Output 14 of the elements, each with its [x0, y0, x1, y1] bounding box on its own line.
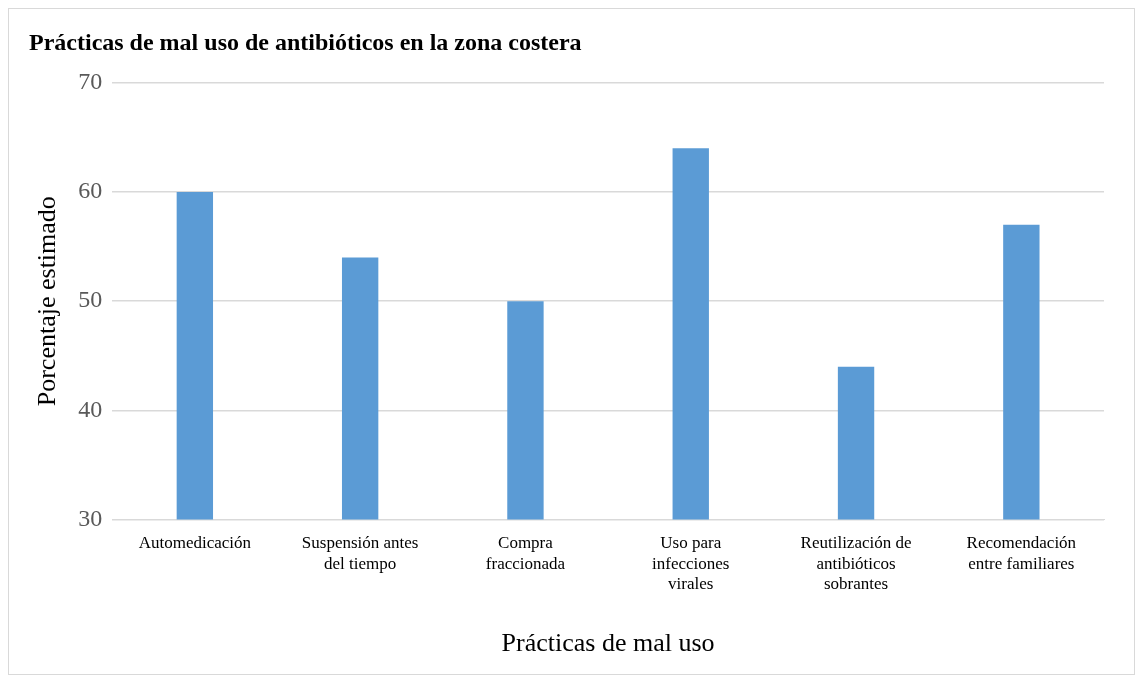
x-axis-title: Prácticas de mal uso: [501, 628, 715, 658]
x-tick-label: Uso para infecciones virales: [652, 533, 730, 594]
y-tick-label: 30: [78, 504, 103, 531]
y-tick-label: 40: [78, 395, 103, 422]
x-tick-label: Automedicación: [138, 533, 252, 553]
x-tick-label: Reutilización de antibióticos sobrantes: [800, 533, 912, 594]
y-axis-title: Porcentaje estimado: [32, 196, 62, 407]
x-tick-label: Recomendación entre familiares: [966, 533, 1077, 573]
chart-title: Prácticas de mal uso de antibióticos en la zona costera: [29, 28, 582, 55]
y-tick-label: 50: [78, 286, 103, 313]
y-tick-label: 70: [78, 68, 103, 95]
y-tick-label: 60: [78, 177, 103, 204]
x-tick-label: Compra fraccionada: [485, 533, 566, 573]
x-tick-label: Suspensión antes del tiempo: [301, 533, 419, 573]
